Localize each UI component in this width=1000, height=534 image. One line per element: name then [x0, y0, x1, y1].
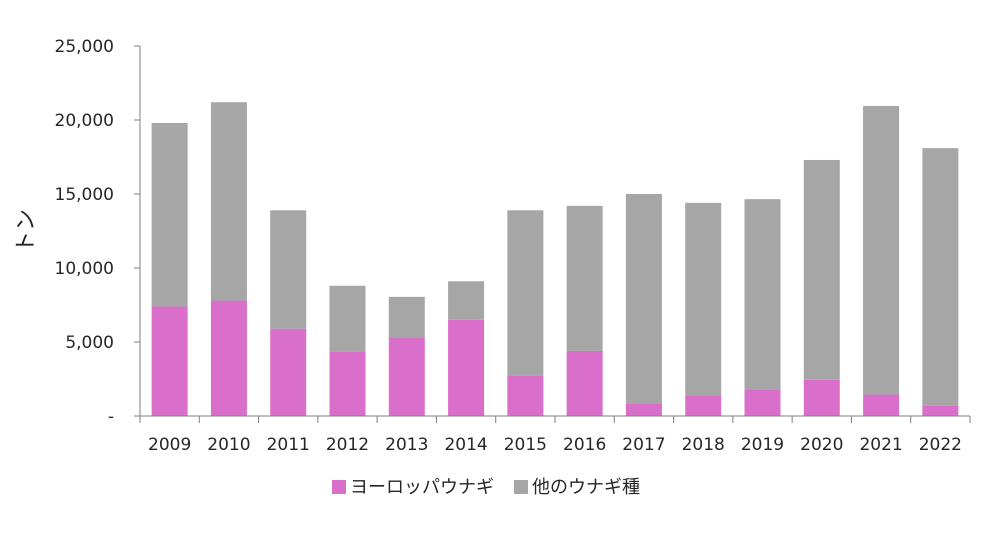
- bar-series2-2015: [507, 210, 544, 376]
- x-tick-label: 2022: [919, 435, 962, 455]
- y-axis-title: トン: [14, 209, 39, 253]
- x-tick-label: 2021: [859, 435, 902, 455]
- legend-swatch-series2: [514, 480, 528, 494]
- bar-series1-2019: [744, 389, 781, 416]
- bar-series2-2022: [922, 148, 959, 406]
- bar-series1-2009: [151, 306, 188, 416]
- x-tick-label: 2009: [148, 435, 191, 455]
- x-tick-label: 2014: [444, 435, 487, 455]
- x-tick-label: 2018: [682, 435, 725, 455]
- y-tick-label: 25,000: [55, 37, 114, 57]
- y-tick-label: 20,000: [55, 111, 114, 131]
- bar-series2-2020: [803, 159, 840, 380]
- bar-series2-2013: [388, 296, 425, 338]
- x-tick-label: 2015: [504, 435, 547, 455]
- bar-series2-2011: [270, 210, 307, 329]
- y-tick-label: -: [108, 407, 114, 427]
- bar-series1-2013: [388, 337, 425, 416]
- bar-series1-2016: [566, 350, 603, 416]
- bar-series1-2020: [803, 379, 840, 416]
- legend-swatch-series1: [332, 480, 346, 494]
- bar-series2-2012: [329, 285, 366, 352]
- bar-series2-2016: [566, 205, 603, 351]
- x-tick-label: 2016: [563, 435, 606, 455]
- bar-series2-2021: [863, 105, 900, 395]
- bar-series2-2014: [448, 281, 485, 320]
- bar-series1-2021: [863, 394, 900, 416]
- bar-series1-2015: [507, 375, 544, 416]
- x-tick-label: 2013: [385, 435, 428, 455]
- x-tick-label: 2010: [207, 435, 250, 455]
- x-tick-label: 2020: [800, 435, 843, 455]
- x-tick-label: 2011: [267, 435, 310, 455]
- bar-series1-2010: [210, 300, 247, 416]
- bar-series1-2011: [270, 328, 307, 416]
- labels-layer: - 5,000 10,000 15,000 20,000 25,000 2009 2010 20…: [14, 37, 962, 455]
- bar-series1-2017: [625, 403, 662, 416]
- bar-series1-2012: [329, 351, 366, 416]
- x-tick-label: 2012: [326, 435, 369, 455]
- legend-label-series1: ヨーロッパウナギ: [350, 477, 494, 498]
- legend: ヨーロッパウナギ 他のウナギ種: [332, 477, 640, 498]
- bar-series2-2017: [625, 194, 662, 404]
- y-tick-label: 10,000: [55, 259, 114, 279]
- bar-series2-2019: [744, 199, 781, 390]
- axes-layer: [134, 45, 971, 423]
- bar-series1-2018: [685, 396, 722, 416]
- x-tick-label: 2017: [622, 435, 665, 455]
- bars-layer: [151, 102, 959, 416]
- legend-label-series2: 他のウナギ種: [532, 477, 640, 498]
- bar-series1-2014: [448, 319, 485, 416]
- y-tick-label: 5,000: [65, 333, 114, 353]
- bar-series2-2018: [685, 202, 722, 397]
- bar-series2-2010: [210, 102, 247, 301]
- x-tick-label: 2019: [741, 435, 784, 455]
- bar-series1-2022: [922, 405, 959, 416]
- bar-series2-2009: [151, 122, 188, 307]
- y-tick-label: 15,000: [55, 185, 114, 205]
